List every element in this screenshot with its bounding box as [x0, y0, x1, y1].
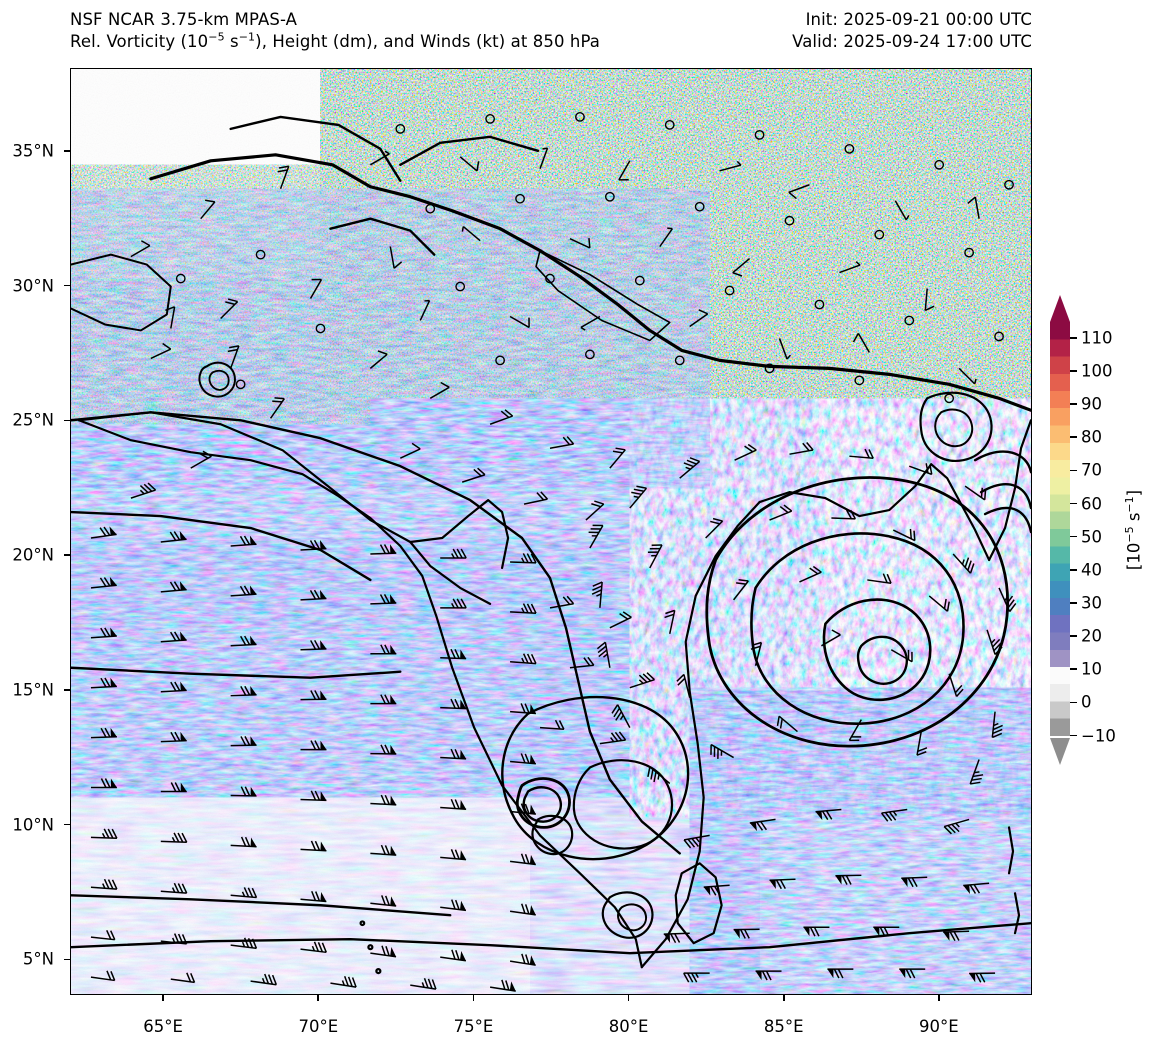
colorbar-tick-mark-2 [1070, 403, 1077, 405]
colorbar-tick-mark-10 [1070, 668, 1077, 671]
colorbar-tick-mark-6 [1070, 535, 1077, 538]
colorbar-tick-label-0: 110 [1081, 328, 1113, 348]
y-tick-mark-6 [64, 958, 70, 961]
colorbar-over-arrow [1050, 295, 1070, 322]
x-tick-mark-2 [472, 995, 475, 1001]
geopotential-height-contours [71, 115, 1031, 955]
field-desc-mid: s [224, 32, 239, 51]
x-tick-mark-3 [627, 995, 630, 1001]
y-tick-label-5: 10°N [12, 815, 54, 835]
colorbar-tick-mark-7 [1070, 569, 1077, 571]
y-tick-mark-2 [64, 419, 70, 422]
x-tick-label-0: 65°E [143, 1017, 183, 1036]
field-desc-pre: Rel. Vorticity (10 [70, 32, 209, 51]
colorbar-tick-label-2: 90 [1081, 394, 1102, 414]
x-tick-label-4: 85°E [763, 1017, 804, 1036]
colorbar-tick-label-1: 100 [1081, 361, 1113, 381]
colorbar-tick-mark-0 [1070, 337, 1077, 339]
colorbar-tick-mark-1 [1070, 370, 1077, 372]
map-axes[interactable] [70, 68, 1032, 995]
y-tick-mark-0 [64, 150, 70, 152]
colorbar-tick-label-9: 20 [1081, 626, 1102, 646]
y-tick-mark-3 [64, 554, 70, 556]
x-tick-mark-5 [938, 995, 940, 1001]
coastlines-and-borders [77, 153, 1031, 975]
x-axis-labels: 65°E 70°E 75°E 80°E 85°E 90°E [0, 1001, 1162, 1037]
colorbar-tick-mark-4 [1070, 469, 1077, 472]
valid-time-label: Valid: 2025-09-24 17:00 UTC [792, 32, 1032, 51]
field-desc-post: ), Height (dm), and Winds (kt) at 850 hP… [255, 32, 600, 51]
y-tick-label-3: 20°N [12, 545, 54, 565]
y-tick-label-2: 25°N [12, 410, 54, 430]
y-tick-label-1: 30°N [12, 276, 54, 296]
x-tick-label-2: 75°E [453, 1017, 494, 1036]
colorbar-tick-label-10: 10 [1081, 659, 1102, 679]
vorticity-and-wind-field [71, 69, 1031, 994]
model-title: NSF NCAR 3.75-km MPAS-A [70, 10, 298, 29]
header-right-block: Init: 2025-09-21 00:00 UTC Valid: 2025-0… [792, 9, 1032, 53]
field-desc-exp1: −5 [208, 30, 225, 44]
x-tick-mark-4 [782, 995, 785, 1001]
y-tick-mark-1 [64, 284, 70, 287]
x-tick-label-3: 80°E [608, 1017, 649, 1036]
y-tick-label-0: 35°N [12, 141, 54, 161]
y-tick-label-4: 15°N [12, 680, 54, 700]
y-tick-label-6: 5°N [22, 949, 54, 969]
colorbar-tick-label-5: 60 [1081, 494, 1102, 514]
colorbar-tick-label-7: 40 [1081, 560, 1102, 580]
colorbar-tick-mark-5 [1070, 502, 1077, 505]
colorbar-tick-mark-12 [1070, 734, 1077, 737]
colorbar-tick-label-11: 0 [1081, 692, 1092, 712]
colorbar-body[interactable] [1050, 322, 1070, 736]
colorbar-tick-mark-8 [1070, 602, 1077, 604]
colorbar-label: [10−5 s−1] [1123, 489, 1144, 571]
map-canvas [71, 69, 1031, 994]
y-tick-mark-4 [64, 689, 70, 691]
y-axis-labels: 35°N 30°N 25°N 20°N 15°N 10°N 5°N [0, 0, 62, 1038]
colorbar-tick-label-3: 80 [1081, 427, 1102, 447]
x-tick-mark-0 [162, 995, 164, 1001]
colorbar[interactable]: 110 100 90 80 70 60 50 40 30 20 10 0 −10 [10−5 s−1] [1046, 295, 1162, 765]
colorbar-tick-label-12: −10 [1081, 726, 1116, 746]
x-tick-label-5: 90°E [919, 1017, 959, 1036]
colorbar-tick-label-8: 30 [1081, 593, 1102, 613]
x-tick-label-1: 70°E [298, 1017, 339, 1036]
colorbar-tick-mark-9 [1070, 635, 1077, 637]
x-tick-mark-1 [317, 995, 320, 1001]
field-description: Rel. Vorticity (10−5 s−1), Height (dm), … [70, 31, 600, 53]
colorbar-under-arrow [1050, 738, 1070, 765]
colorbar-tick-label-6: 50 [1081, 527, 1102, 547]
header-left-block: NSF NCAR 3.75-km MPAS-A Rel. Vorticity (… [70, 9, 600, 53]
field-desc-exp2: −1 [238, 30, 256, 44]
colorbar-tick-mark-11 [1070, 701, 1077, 704]
colorbar-tick-mark-3 [1070, 436, 1077, 439]
init-time-label: Init: 2025-09-21 00:00 UTC [805, 10, 1032, 29]
y-tick-mark-5 [64, 823, 70, 826]
colorbar-tick-label-4: 70 [1081, 460, 1102, 480]
figure-header: NSF NCAR 3.75-km MPAS-A Rel. Vorticity (… [0, 0, 1162, 68]
colorbar-gradient [1050, 322, 1070, 736]
